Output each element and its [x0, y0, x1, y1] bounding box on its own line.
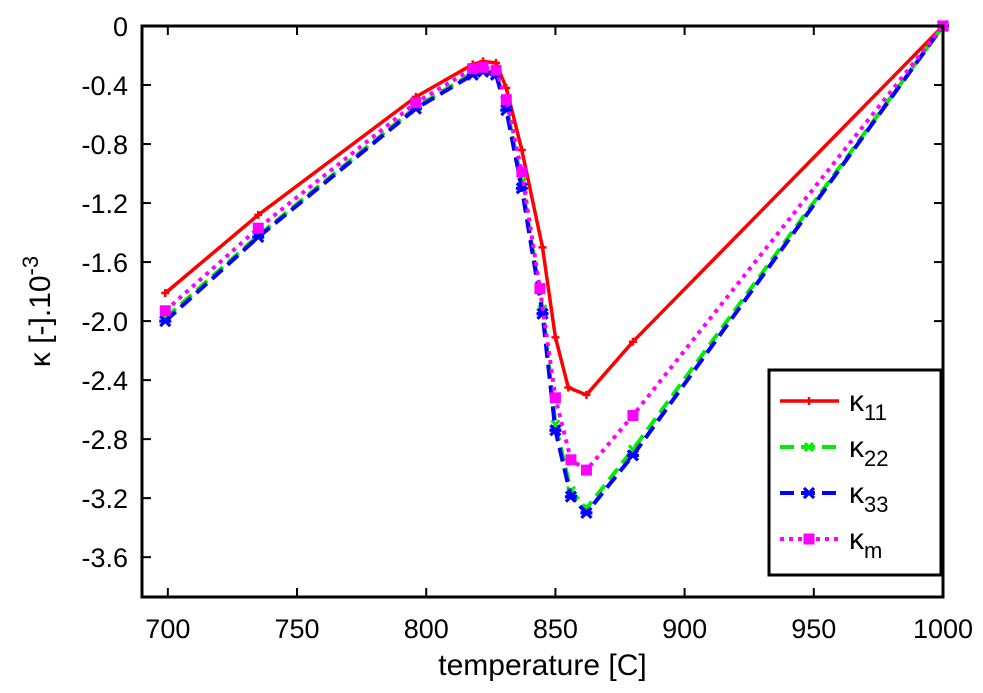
data-point-11: [161, 289, 170, 298]
y-axis-title-base: κ [-].10: [24, 275, 57, 367]
legend-box: [767, 368, 943, 577]
x-axis-ticks: 700 750 800 850 900 950 1000: [145, 26, 973, 644]
x-tick-label: 750: [275, 614, 320, 644]
data-point-m: [580, 464, 592, 476]
y-axis-title-exponent: -3: [18, 256, 43, 276]
legend-label-symbol: κ: [849, 431, 865, 464]
y-tick-label: 0: [113, 12, 128, 42]
legend-marker: [803, 533, 815, 545]
legend-marker: [805, 397, 813, 405]
y-tick-label: -2.0: [81, 307, 128, 337]
legend-marker: [802, 486, 816, 500]
data-point-m: [252, 222, 264, 234]
legend-entry-m: κm: [780, 523, 882, 563]
legend-entry-33: κ33: [780, 477, 888, 517]
plot-series: [159, 19, 950, 520]
x-tick-label: 1000: [913, 614, 973, 644]
legend-label-symbol: κ: [849, 523, 865, 556]
data-point-11: [538, 243, 547, 252]
data-point-33: [626, 449, 640, 462]
data-point-m: [500, 94, 512, 106]
y-tick-label: -1.6: [81, 248, 128, 278]
x-axis-title: temperature [C]: [438, 649, 646, 682]
x-tick-label: 850: [533, 614, 578, 644]
y-tick-label: -1.2: [81, 189, 128, 219]
data-point-11: [564, 383, 573, 392]
x-tick-label: 800: [404, 614, 449, 644]
data-point-m: [549, 392, 561, 404]
legend-marker: [803, 441, 815, 453]
data-point-m: [516, 166, 528, 178]
data-point-m: [627, 410, 639, 422]
x-tick-label: 900: [662, 614, 707, 644]
data-point-33: [564, 490, 578, 503]
data-point-11: [254, 210, 263, 219]
x-tick-label: 700: [145, 614, 190, 644]
legend-entry-22: κ22: [780, 431, 888, 471]
series-11: [161, 22, 947, 399]
data-point-11: [517, 145, 526, 154]
data-point-m: [410, 97, 422, 109]
data-point-m: [477, 61, 489, 73]
data-point-33: [549, 424, 562, 437]
legend-label: κm: [849, 523, 882, 563]
legend-label-subscript: 11: [864, 400, 887, 425]
y-tick-label: -2.8: [81, 425, 128, 455]
legend-label-subscript: m: [864, 538, 882, 563]
legend-label: κ33: [849, 477, 888, 517]
legend-label-symbol: κ: [849, 385, 865, 418]
legend-label-symbol: κ: [849, 477, 865, 510]
data-point-m: [490, 64, 502, 76]
y-tick-label: -2.4: [81, 366, 128, 396]
legend-label: κ22: [849, 431, 888, 471]
data-point-m: [159, 305, 171, 317]
legend-entry-11: κ11: [780, 385, 887, 425]
y-axis-title: κ [-].10-3: [18, 256, 57, 367]
x-tick-label: 950: [791, 614, 836, 644]
data-point-33: [580, 506, 593, 520]
y-tick-label: -3.6: [81, 543, 128, 573]
data-point-11: [551, 333, 560, 342]
y-tick-label: -0.4: [81, 71, 128, 101]
data-point-11: [582, 390, 591, 399]
legend-label: κ11: [849, 385, 887, 425]
data-point-33: [159, 314, 172, 328]
data-point-m: [467, 63, 479, 75]
y-tick-label: -0.8: [81, 130, 128, 160]
data-point-m: [534, 283, 546, 295]
legend-label-subscript: 33: [864, 492, 888, 517]
legend-label-subscript: 22: [864, 446, 888, 471]
y-axis-ticks: 0 -0.4 -0.8 -1.2 -1.6 -2.0 -2.4 -2.8 -3.2 -3.6: [81, 12, 943, 573]
y-tick-label: -3.2: [81, 484, 128, 514]
data-point-m: [565, 454, 577, 466]
plot-frame: [140, 24, 945, 599]
data-point-11: [628, 337, 637, 346]
